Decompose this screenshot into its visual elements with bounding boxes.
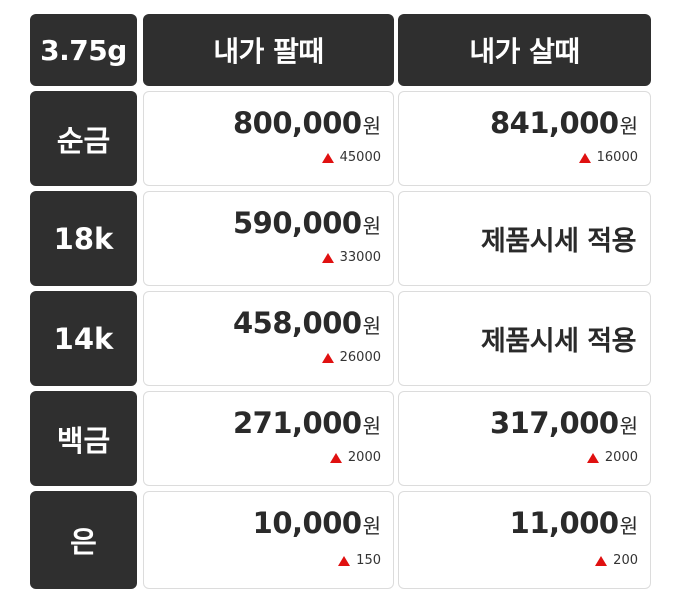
price-value: 10,000 bbox=[252, 506, 362, 540]
change-value: 200 bbox=[613, 553, 638, 568]
buy-price-cell: 제품시세 적용 bbox=[398, 191, 651, 286]
price-unit: 원 bbox=[362, 314, 381, 338]
price-value: 458,000 bbox=[233, 306, 362, 340]
price-value: 841,000 bbox=[490, 106, 619, 140]
price-value: 590,000 bbox=[233, 206, 362, 240]
buy-price-cell: 제품시세 적용 bbox=[398, 291, 651, 386]
change-value: 2000 bbox=[604, 450, 638, 465]
row-label: 18k bbox=[30, 191, 137, 286]
price-change: 200 bbox=[595, 553, 638, 568]
row-label: 14k bbox=[30, 291, 137, 386]
price: 458,000원 bbox=[233, 306, 381, 340]
price-change: 33000 bbox=[321, 250, 381, 265]
price-unit: 원 bbox=[619, 414, 638, 438]
header-buy: 내가 살때 bbox=[398, 14, 651, 86]
change-value: 150 bbox=[356, 553, 381, 568]
price-change: 2000 bbox=[586, 450, 638, 465]
row-label: 순금 bbox=[30, 91, 137, 186]
up-arrow-icon bbox=[586, 452, 599, 463]
price: 10,000원 bbox=[253, 506, 381, 540]
price-value: 317,000 bbox=[490, 406, 619, 440]
change-value: 26000 bbox=[339, 350, 381, 365]
row-label: 은 bbox=[30, 491, 137, 589]
price: 590,000원 bbox=[233, 206, 381, 240]
buy-price-cell: 317,000원 2000 bbox=[398, 391, 651, 486]
price: 271,000원 bbox=[233, 406, 381, 440]
price: 317,000원 bbox=[490, 406, 638, 440]
change-value: 16000 bbox=[596, 150, 638, 165]
sell-price-cell: 590,000원 33000 bbox=[143, 191, 394, 286]
price-unit: 원 bbox=[362, 214, 381, 238]
price-unit: 원 bbox=[362, 414, 381, 438]
up-arrow-icon bbox=[321, 152, 334, 163]
price-unit: 원 bbox=[619, 514, 638, 538]
price-change: 26000 bbox=[321, 350, 381, 365]
price-note: 제품시세 적용 bbox=[481, 226, 636, 257]
sell-price-cell: 271,000원 2000 bbox=[143, 391, 394, 486]
up-arrow-icon bbox=[321, 352, 334, 363]
up-arrow-icon bbox=[338, 555, 351, 566]
sell-price-cell: 10,000원 150 bbox=[143, 491, 394, 589]
change-value: 2000 bbox=[347, 450, 381, 465]
price-value: 11,000 bbox=[509, 506, 619, 540]
price-unit: 원 bbox=[619, 114, 638, 138]
buy-price-cell: 11,000원 200 bbox=[398, 491, 651, 589]
price-value: 271,000 bbox=[233, 406, 362, 440]
price: 800,000원 bbox=[233, 106, 381, 140]
sell-price-cell: 800,000원 45000 bbox=[143, 91, 394, 186]
price-unit: 원 bbox=[362, 514, 381, 538]
buy-price-cell: 841,000원 16000 bbox=[398, 91, 651, 186]
price-change: 45000 bbox=[321, 150, 381, 165]
up-arrow-icon bbox=[321, 252, 334, 263]
header-sell: 내가 팔때 bbox=[143, 14, 394, 86]
header-weight: 3.75g bbox=[30, 14, 137, 86]
change-value: 45000 bbox=[339, 150, 381, 165]
price-change: 16000 bbox=[578, 150, 638, 165]
price: 841,000원 bbox=[490, 106, 638, 140]
price-value: 800,000 bbox=[233, 106, 362, 140]
price: 11,000원 bbox=[510, 506, 638, 540]
price-change: 2000 bbox=[329, 450, 381, 465]
price-note: 제품시세 적용 bbox=[481, 326, 636, 357]
change-value: 33000 bbox=[339, 250, 381, 265]
up-arrow-icon bbox=[329, 452, 342, 463]
up-arrow-icon bbox=[595, 555, 608, 566]
price-change: 150 bbox=[338, 553, 381, 568]
row-label: 백금 bbox=[30, 391, 137, 486]
up-arrow-icon bbox=[578, 152, 591, 163]
price-unit: 원 bbox=[362, 114, 381, 138]
sell-price-cell: 458,000원 26000 bbox=[143, 291, 394, 386]
